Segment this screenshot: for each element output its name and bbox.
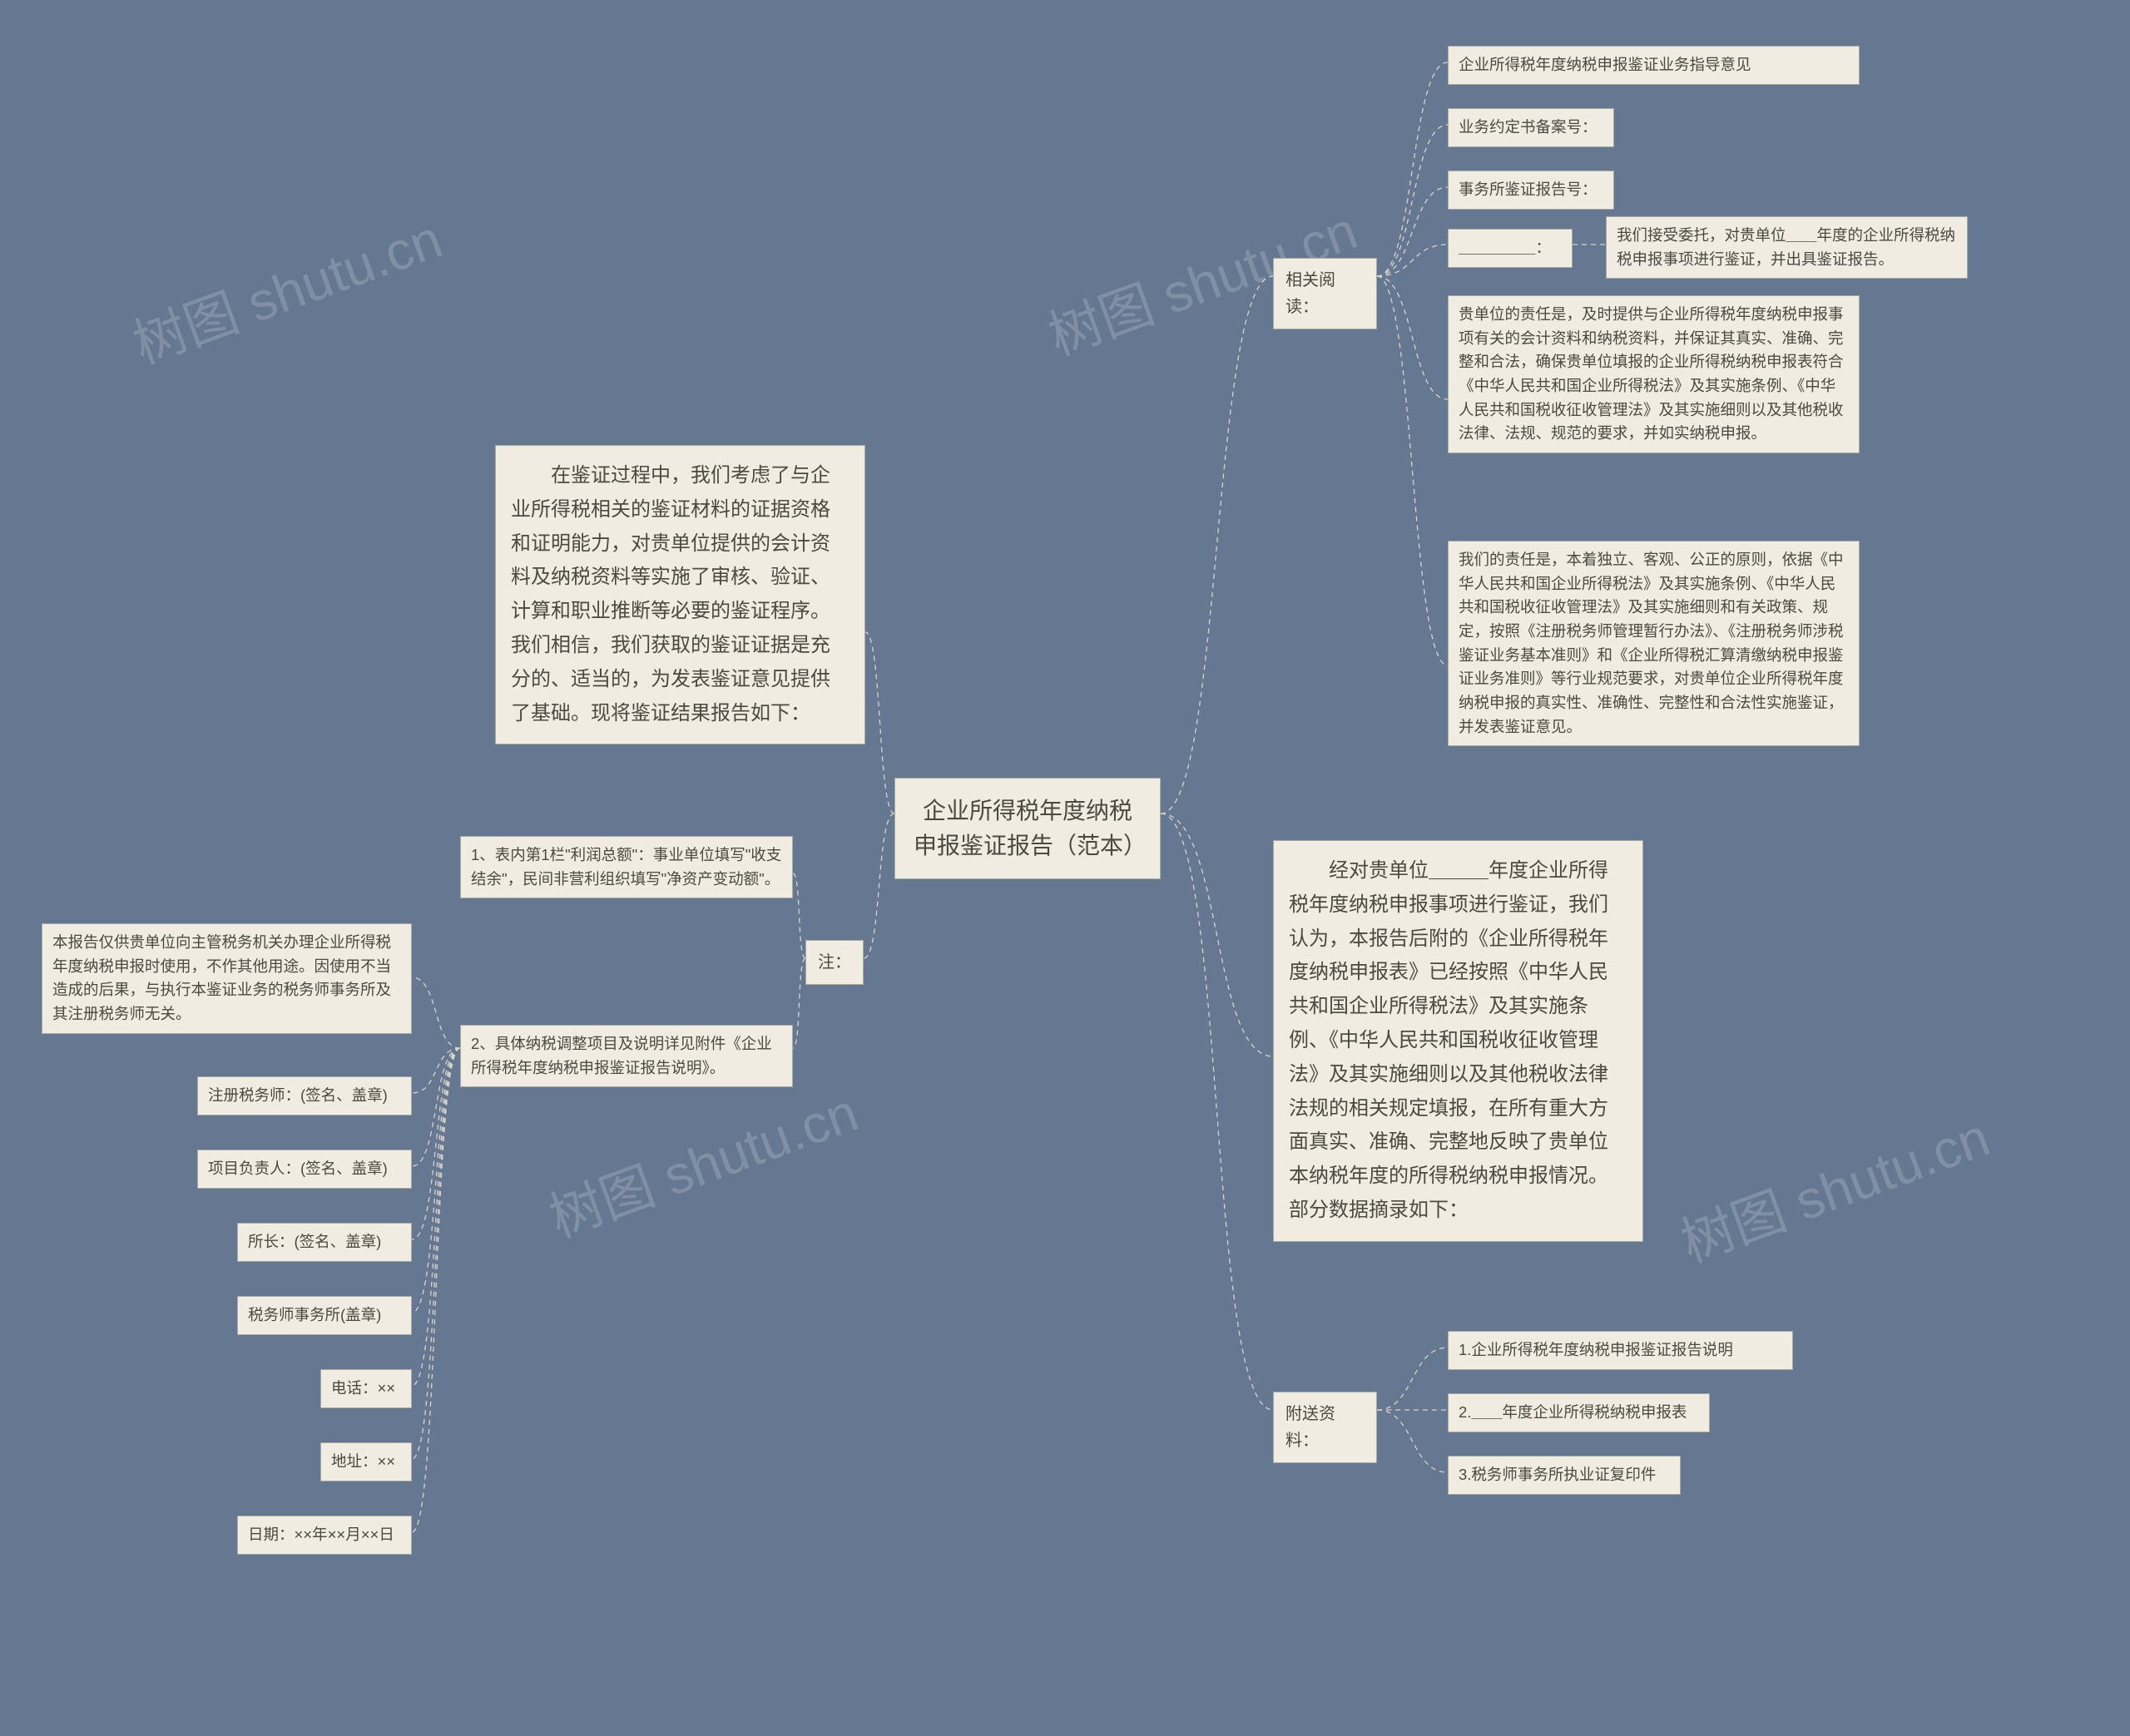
sig-item[interactable]: 所长：(签名、盖章) — [237, 1223, 412, 1262]
related-sub[interactable]: 我们接受委托，对贵单位＿＿年度的企业所得税纳税申报事项进行鉴证，并出具鉴证报告。 — [1606, 216, 1968, 279]
sig-item[interactable]: 地址：×× — [320, 1442, 412, 1481]
branch-attach[interactable]: 附送资料： — [1273, 1392, 1377, 1463]
watermark: 树图 shutu.cn — [537, 1070, 867, 1252]
attach-item[interactable]: 2.＿＿年度企业所得税纳税申报表 — [1448, 1393, 1710, 1432]
related-item[interactable]: 事务所鉴证报告号： — [1448, 171, 1614, 210]
related-item[interactable]: 企业所得税年度纳税申报鉴证业务指导意见 — [1448, 46, 1860, 85]
sig-item[interactable]: 税务师事务所(盖章) — [237, 1296, 412, 1335]
sig-item[interactable]: 项目负责人：(签名、盖章) — [197, 1150, 412, 1189]
conclusion-block[interactable]: 经对贵单位＿＿＿年度企业所得税年度纳税申报事项进行鉴证，我们认为，本报告后附的《… — [1273, 840, 1643, 1242]
branch-note[interactable]: 注： — [805, 940, 864, 985]
sig-item[interactable]: 注册税务师：(签名、盖章) — [197, 1076, 412, 1115]
sig-item[interactable]: 电话：×× — [320, 1369, 412, 1408]
note-item[interactable]: 2、具体纳税调整项目及说明详见附件《企业所得税年度纳税申报鉴证报告说明》。 — [460, 1025, 793, 1087]
watermark: 树图 shutu.cn — [1669, 1095, 1999, 1277]
attach-item[interactable]: 3.税务师事务所执业证复印件 — [1448, 1456, 1681, 1495]
branch-related[interactable]: 相关阅读： — [1273, 258, 1377, 329]
related-item[interactable]: ＿＿＿＿＿： — [1448, 229, 1573, 268]
attach-item[interactable]: 1.企业所得税年度纳税申报鉴证报告说明 — [1448, 1331, 1793, 1370]
root-node[interactable]: 企业所得税年度纳税申报鉴证报告（范本） — [894, 778, 1161, 879]
sig-item[interactable]: 日期：××年××月××日 — [237, 1516, 412, 1555]
process-block[interactable]: 在鉴证过程中，我们考虑了与企业所得税相关的鉴证材料的证据资格和证明能力，对贵单位… — [495, 445, 865, 744]
note-item[interactable]: 1、表内第1栏"利润总额"：事业单位填写"收支结余"，民间非营利组织填写"净资产… — [460, 836, 793, 898]
related-item[interactable]: 业务约定书备案号： — [1448, 108, 1614, 147]
watermark: 树图 shutu.cn — [121, 196, 451, 378]
disclaimer-block[interactable]: 本报告仅供贵单位向主管税务机关办理企业所得税年度纳税申报时使用，不作其他用途。因… — [42, 923, 412, 1034]
related-item[interactable]: 我们的责任是，本着独立、客观、公正的原则，依据《中华人民共和国企业所得税法》及其… — [1448, 541, 1860, 746]
related-item[interactable]: 贵单位的责任是，及时提供与企业所得税年度纳税申报事项有关的会计资料和纳税资料，并… — [1448, 295, 1860, 453]
